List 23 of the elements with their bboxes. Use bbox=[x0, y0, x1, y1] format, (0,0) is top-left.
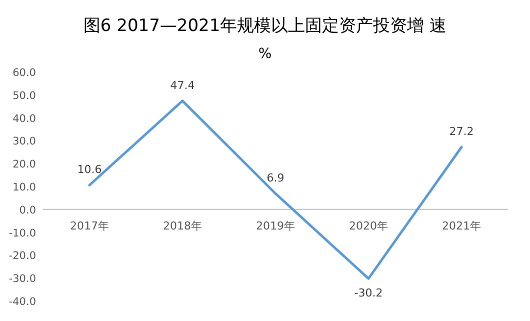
data-label: 47.4 bbox=[170, 78, 195, 92]
y-tick-label: 20.0 bbox=[12, 158, 36, 171]
y-tick-label: -30.0 bbox=[8, 273, 36, 286]
data-label: 10.6 bbox=[77, 163, 102, 176]
x-tick-label: 2020年 bbox=[349, 219, 388, 232]
data-label: 6.9 bbox=[266, 172, 284, 185]
y-tick-label: 0.0 bbox=[19, 204, 36, 216]
y-tick-label: -20.0 bbox=[8, 250, 36, 262]
y-tick-label: 40.0 bbox=[12, 112, 36, 125]
x-tick-label: 2017年 bbox=[70, 219, 109, 232]
y-tick-label: 10.0 bbox=[12, 182, 36, 194]
data-label: -30.2 bbox=[354, 286, 383, 300]
y-tick-label: 60.0 bbox=[12, 67, 36, 79]
y-tick-label: 50.0 bbox=[12, 90, 36, 102]
x-tick-label: 2018年 bbox=[163, 219, 202, 232]
y-tick-label: -10.0 bbox=[8, 227, 36, 240]
y-tick-label: -40.0 bbox=[8, 296, 36, 308]
x-tick-label: 2021年 bbox=[442, 219, 481, 232]
chart-subtitle: % bbox=[258, 46, 272, 62]
chart-title: 图6 2017—2021年规模以上固定资产投资增 速 bbox=[83, 16, 447, 36]
y-tick-label: 30.0 bbox=[12, 136, 36, 148]
data-label: 27.2 bbox=[449, 125, 474, 138]
x-tick-label: 2019年 bbox=[256, 219, 295, 232]
